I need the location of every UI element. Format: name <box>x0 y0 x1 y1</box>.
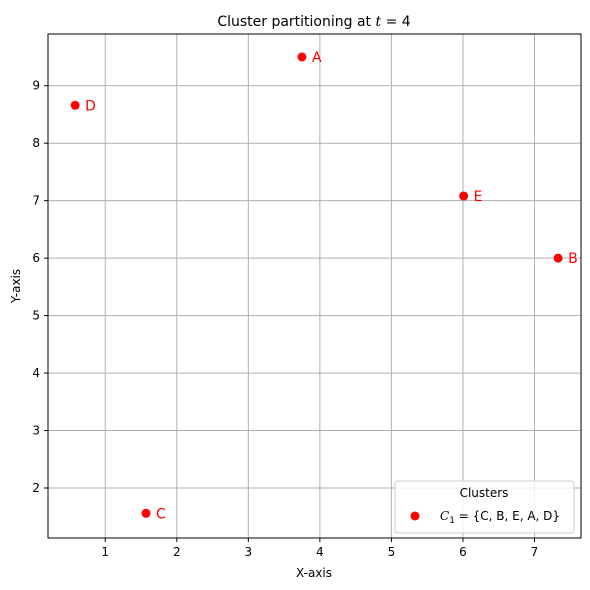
y-tick-label: 7 <box>32 194 40 208</box>
y-tick-label: 2 <box>32 481 40 495</box>
y-tick-label: 4 <box>32 366 40 380</box>
y-tick-label: 9 <box>32 79 40 93</box>
x-tick-label: 1 <box>101 545 109 559</box>
x-tick-label: 7 <box>531 545 539 559</box>
point-label-d: D <box>85 98 96 114</box>
data-point-c <box>142 509 151 518</box>
legend-title: Clusters <box>460 486 509 500</box>
y-tick-label: 3 <box>32 424 40 438</box>
y-tick-label: 5 <box>32 309 40 323</box>
data-point-d <box>71 101 80 110</box>
data-point-e <box>459 192 468 201</box>
legend-marker <box>411 512 420 521</box>
data-point-b <box>554 254 563 263</box>
y-tick-label: 8 <box>32 136 40 150</box>
x-tick-label: 6 <box>459 545 467 559</box>
y-tick-label: 6 <box>32 251 40 265</box>
point-label-a: A <box>312 50 322 66</box>
x-tick-label: 3 <box>245 545 253 559</box>
point-label-e: E <box>474 189 483 205</box>
y-axis-label: Y-axis <box>9 269 23 304</box>
x-tick-label: 4 <box>316 545 324 559</box>
x-tick-label: 2 <box>173 545 181 559</box>
point-label-c: C <box>156 506 166 522</box>
x-tick-label: 5 <box>388 545 396 559</box>
data-point-a <box>297 52 306 61</box>
point-label-b: B <box>568 251 578 267</box>
legend: Clusters C1 = {C, B, E, A, D} <box>395 481 574 533</box>
chart-title: Cluster partitioning at t = 4 <box>217 14 410 30</box>
x-axis-label: X-axis <box>296 566 332 580</box>
